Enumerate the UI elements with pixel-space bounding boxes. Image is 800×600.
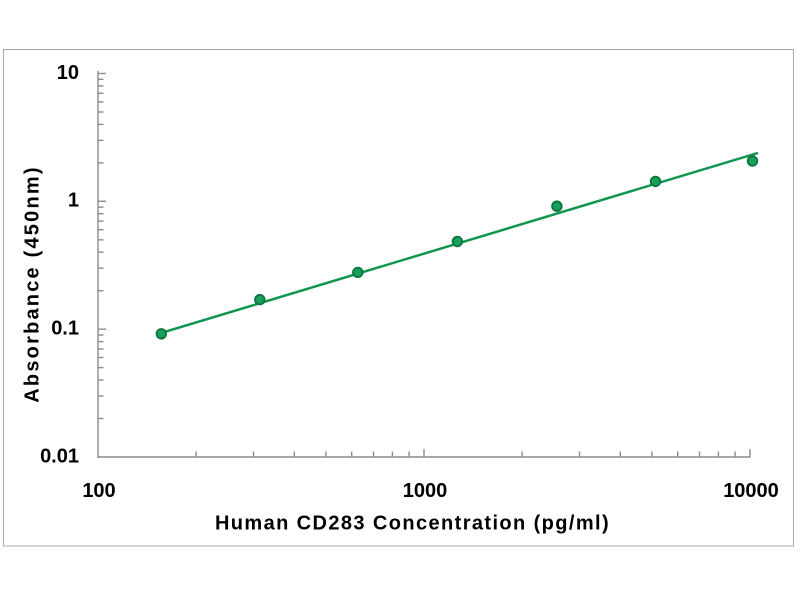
svg-text:Absorbance (450nm): Absorbance (450nm) [22,165,44,402]
svg-text:100: 100 [82,480,115,502]
svg-text:1000: 1000 [403,480,448,502]
svg-text:0.01: 0.01 [40,445,79,467]
svg-text:1: 1 [68,190,79,212]
svg-text:0.1: 0.1 [51,318,79,340]
svg-text:Human CD283 Concentration (pg/: Human CD283 Concentration (pg/ml) [215,513,610,535]
svg-text:10: 10 [57,62,79,84]
svg-text:10000: 10000 [723,480,779,502]
